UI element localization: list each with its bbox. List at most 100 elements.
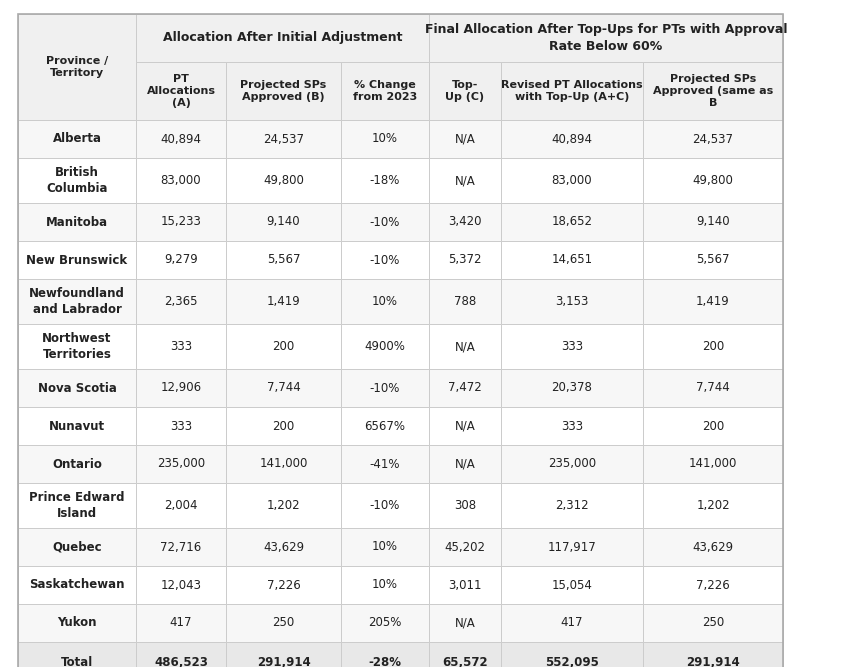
Text: Revised PT Allocations
with Top-Up (A+C): Revised PT Allocations with Top-Up (A+C) xyxy=(501,80,643,102)
Bar xyxy=(429,604,501,642)
Text: 9,279: 9,279 xyxy=(164,253,198,267)
Bar xyxy=(429,203,501,241)
Bar xyxy=(429,324,501,369)
Bar xyxy=(643,158,783,203)
Bar xyxy=(136,445,226,483)
Text: 333: 333 xyxy=(170,420,192,432)
Text: 10%: 10% xyxy=(372,295,398,308)
Bar xyxy=(341,241,429,279)
Bar xyxy=(226,158,341,203)
Bar xyxy=(341,369,429,407)
Bar xyxy=(226,407,341,445)
Bar xyxy=(429,445,501,483)
Text: 200: 200 xyxy=(702,420,724,432)
Bar xyxy=(643,407,783,445)
Bar xyxy=(643,324,783,369)
Bar xyxy=(341,604,429,642)
Bar xyxy=(501,279,643,324)
Text: 141,000: 141,000 xyxy=(689,458,737,470)
Text: N/A: N/A xyxy=(454,458,475,470)
Bar xyxy=(501,566,643,604)
Bar xyxy=(501,483,643,528)
Text: Ontario: Ontario xyxy=(52,458,102,470)
Text: 7,226: 7,226 xyxy=(266,578,300,592)
Text: 333: 333 xyxy=(561,340,583,353)
Text: 2,365: 2,365 xyxy=(164,295,198,308)
Text: Top-
Up (C): Top- Up (C) xyxy=(446,80,485,102)
Text: 40,894: 40,894 xyxy=(552,133,592,145)
Bar xyxy=(136,642,226,667)
Bar xyxy=(429,241,501,279)
Bar xyxy=(136,324,226,369)
Bar xyxy=(18,445,136,483)
Bar xyxy=(18,369,136,407)
Text: Saskatchewan: Saskatchewan xyxy=(30,578,124,592)
Text: 7,226: 7,226 xyxy=(696,578,730,592)
Bar xyxy=(226,62,341,120)
Text: 3,420: 3,420 xyxy=(448,215,481,229)
Bar xyxy=(501,120,643,158)
Text: 20,378: 20,378 xyxy=(552,382,592,394)
Bar xyxy=(341,445,429,483)
Text: 12,906: 12,906 xyxy=(161,382,201,394)
Bar xyxy=(226,528,341,566)
Text: 200: 200 xyxy=(272,340,294,353)
Text: British
Columbia: British Columbia xyxy=(47,166,107,195)
Bar xyxy=(429,62,501,120)
Text: % Change
from 2023: % Change from 2023 xyxy=(353,80,417,102)
Bar xyxy=(643,642,783,667)
Bar xyxy=(643,203,783,241)
Text: 200: 200 xyxy=(702,340,724,353)
Text: Quebec: Quebec xyxy=(52,540,102,554)
Bar xyxy=(226,241,341,279)
Text: 65,572: 65,572 xyxy=(442,656,488,667)
Text: Allocation After Initial Adjustment: Allocation After Initial Adjustment xyxy=(162,31,402,45)
Text: 250: 250 xyxy=(272,616,294,630)
Text: 788: 788 xyxy=(453,295,476,308)
Bar xyxy=(136,407,226,445)
Bar xyxy=(501,604,643,642)
Bar xyxy=(501,62,643,120)
Text: 9,140: 9,140 xyxy=(266,215,300,229)
Text: -10%: -10% xyxy=(370,382,400,394)
Text: 49,800: 49,800 xyxy=(693,174,733,187)
Bar xyxy=(136,14,429,62)
Text: 1,202: 1,202 xyxy=(696,499,730,512)
Bar xyxy=(643,566,783,604)
Bar xyxy=(429,158,501,203)
Text: 7,744: 7,744 xyxy=(266,382,300,394)
Bar xyxy=(136,279,226,324)
Text: 417: 417 xyxy=(561,616,583,630)
Text: -10%: -10% xyxy=(370,215,400,229)
Text: Northwest
Territories: Northwest Territories xyxy=(42,332,112,361)
Text: 15,054: 15,054 xyxy=(552,578,592,592)
Text: Alberta: Alberta xyxy=(52,133,102,145)
Bar xyxy=(341,62,429,120)
Bar xyxy=(429,566,501,604)
Text: 5,567: 5,567 xyxy=(266,253,300,267)
Bar xyxy=(226,604,341,642)
Bar xyxy=(18,158,136,203)
Bar xyxy=(341,324,429,369)
Bar xyxy=(341,483,429,528)
Bar xyxy=(341,120,429,158)
Bar xyxy=(18,407,136,445)
Bar xyxy=(136,203,226,241)
Bar xyxy=(226,324,341,369)
Text: 4900%: 4900% xyxy=(365,340,405,353)
Text: 7,472: 7,472 xyxy=(448,382,482,394)
Text: 3,011: 3,011 xyxy=(448,578,481,592)
Text: 83,000: 83,000 xyxy=(161,174,201,187)
Bar xyxy=(226,483,341,528)
Text: N/A: N/A xyxy=(454,340,475,353)
Bar xyxy=(18,566,136,604)
Bar xyxy=(18,279,136,324)
Text: 2,312: 2,312 xyxy=(555,499,589,512)
Bar xyxy=(341,279,429,324)
Text: 250: 250 xyxy=(702,616,724,630)
Text: -10%: -10% xyxy=(370,499,400,512)
Bar xyxy=(501,203,643,241)
Bar xyxy=(643,279,783,324)
Bar xyxy=(18,324,136,369)
Bar xyxy=(341,158,429,203)
